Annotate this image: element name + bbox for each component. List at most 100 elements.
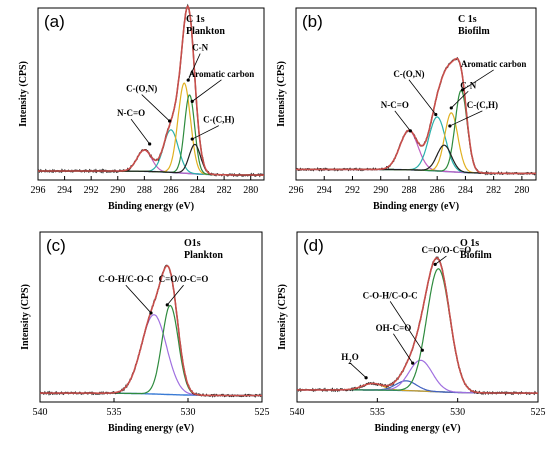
annotation-arrowhead xyxy=(148,142,152,146)
annotation-label: C-O-H/C-O-C xyxy=(98,274,153,284)
annotation-arrowhead xyxy=(186,78,190,82)
annotation-arrow xyxy=(462,69,494,91)
annotation-arrow xyxy=(141,94,170,122)
panel-title: O1s xyxy=(184,238,201,249)
annotation-label: N-C=O xyxy=(117,108,145,118)
annotation-arrow xyxy=(130,118,150,145)
annotation-label: C-(O,N) xyxy=(393,69,424,79)
fit-envelope xyxy=(297,257,538,394)
annotation-label: OH-C=O xyxy=(376,323,412,333)
annotation-arrow xyxy=(451,90,469,109)
x-tick-label: 540 xyxy=(290,407,305,418)
component-peak-1 xyxy=(296,129,536,174)
annotation-label: C-O-H/C-O-C xyxy=(363,290,418,300)
component-peak-2 xyxy=(38,129,264,176)
panel-title: O 1s xyxy=(460,238,479,249)
y-axis-label: Intensity (CPS) xyxy=(18,61,29,127)
component-peak-3 xyxy=(296,112,536,174)
annotation-arrowhead xyxy=(448,124,452,128)
x-tick-label: 282 xyxy=(486,185,501,196)
x-tick-label: 525 xyxy=(255,407,270,418)
component-peak-2 xyxy=(296,116,536,174)
component-peak-3 xyxy=(38,82,264,176)
chart-panel-2: 296 294 292 290 288 286 284 282 280 Aromatic carb… xyxy=(276,7,537,212)
plot-frame xyxy=(39,231,263,403)
annotation-label: Aromatic carbon xyxy=(461,59,527,69)
annotation-label: C=O/O-C=O xyxy=(159,274,209,284)
fit-envelope xyxy=(296,57,536,175)
annotation-label: H2O xyxy=(341,352,359,366)
x-tick-label: 286 xyxy=(430,185,445,196)
annotation-arrow xyxy=(187,53,201,81)
panel-label: (a) xyxy=(44,12,65,31)
x-tick-label: 284 xyxy=(458,185,473,196)
annotation-label: C-N xyxy=(460,80,476,90)
x-tick-label: 294 xyxy=(57,185,72,196)
annotation-arrowhead xyxy=(149,311,153,315)
annotation-arrow xyxy=(191,79,222,102)
annotation-label: C-(C,H) xyxy=(467,100,498,110)
x-axis-label: Binding energy (eV) xyxy=(108,201,194,212)
x-tick-label: 280 xyxy=(243,185,258,196)
component-peak-4 xyxy=(296,89,536,174)
chart-panel-3: 540 535 530 525 C-O-H/C-O-C C=O/O-C=O (c) O1sPl… xyxy=(20,231,270,434)
component-peak-4 xyxy=(38,94,264,176)
x-tick-label: 296 xyxy=(31,185,46,196)
annotation-arrowhead xyxy=(433,262,437,266)
plot-frame xyxy=(295,7,537,181)
annotation-arrowhead xyxy=(411,361,415,365)
x-tick-label: 288 xyxy=(137,185,152,196)
panel-label: (b) xyxy=(302,12,323,31)
annotation-arrowhead xyxy=(460,88,465,92)
y-axis-label: Intensity (CPS) xyxy=(276,61,287,127)
x-tick-label: 290 xyxy=(373,185,388,196)
fit-envelope xyxy=(40,264,262,397)
component-peak-2 xyxy=(40,304,262,397)
x-tick-label: 284 xyxy=(190,185,205,196)
panel-title: C 1s xyxy=(458,14,477,25)
x-tick-label: 530 xyxy=(181,407,196,418)
x-tick-label: 282 xyxy=(217,185,232,196)
annotation-arrow xyxy=(393,333,414,364)
x-tick-label: 535 xyxy=(107,407,122,418)
annotation-arrowhead xyxy=(420,348,424,352)
plot-frame xyxy=(37,7,265,181)
fit-envelope xyxy=(38,5,264,176)
annotation-arrowhead xyxy=(408,129,412,133)
annotation-label: N-C=O xyxy=(381,100,409,110)
panel-subtitle: Biofilm xyxy=(458,26,490,37)
annotation-arrowhead xyxy=(190,137,194,141)
x-tick-label: 292 xyxy=(345,185,360,196)
x-tick-label: 288 xyxy=(401,185,416,196)
annotation-arrow xyxy=(408,79,437,115)
y-axis-label: Intensity (CPS) xyxy=(277,284,288,350)
annotation-arrow xyxy=(449,110,483,127)
panel-label: (c) xyxy=(46,236,66,255)
chart-panel-4: 540 535 530 525 C=O/O-C=O C-O-H/C-O-C OH-C=O H2… xyxy=(277,231,546,434)
x-axis-label: Binding energy (eV) xyxy=(108,423,194,434)
x-tick-label: 290 xyxy=(110,185,125,196)
annotation-arrow xyxy=(394,110,411,132)
x-axis-label: Binding energy (eV) xyxy=(373,201,459,212)
annotation-arrow xyxy=(434,255,447,265)
annotation-arrow xyxy=(166,284,184,306)
annotation-label: Aromatic carbon xyxy=(189,69,255,79)
annotation-arrowhead xyxy=(190,99,194,103)
annotation-label: C-N xyxy=(192,43,208,53)
raw-spectrum xyxy=(296,255,539,396)
annotation-arrowhead xyxy=(364,376,368,380)
x-tick-label: 540 xyxy=(33,407,48,418)
annotation-arrowhead xyxy=(168,119,172,123)
x-tick-label: 286 xyxy=(163,185,178,196)
annotation-arrow xyxy=(192,125,219,140)
annotation-arrowhead xyxy=(449,106,453,110)
annotation-arrowhead xyxy=(165,303,169,307)
annotation-label: C=O/O-C=O xyxy=(422,245,472,255)
x-tick-label: 294 xyxy=(317,185,332,196)
annotation-label: C-(O,N) xyxy=(126,84,157,94)
x-axis-label: Binding energy (eV) xyxy=(374,423,460,434)
panel-title: C 1s xyxy=(186,14,205,25)
panel-subtitle: Biofilm xyxy=(460,250,492,261)
panel-subtitle: Plankton xyxy=(184,250,223,261)
